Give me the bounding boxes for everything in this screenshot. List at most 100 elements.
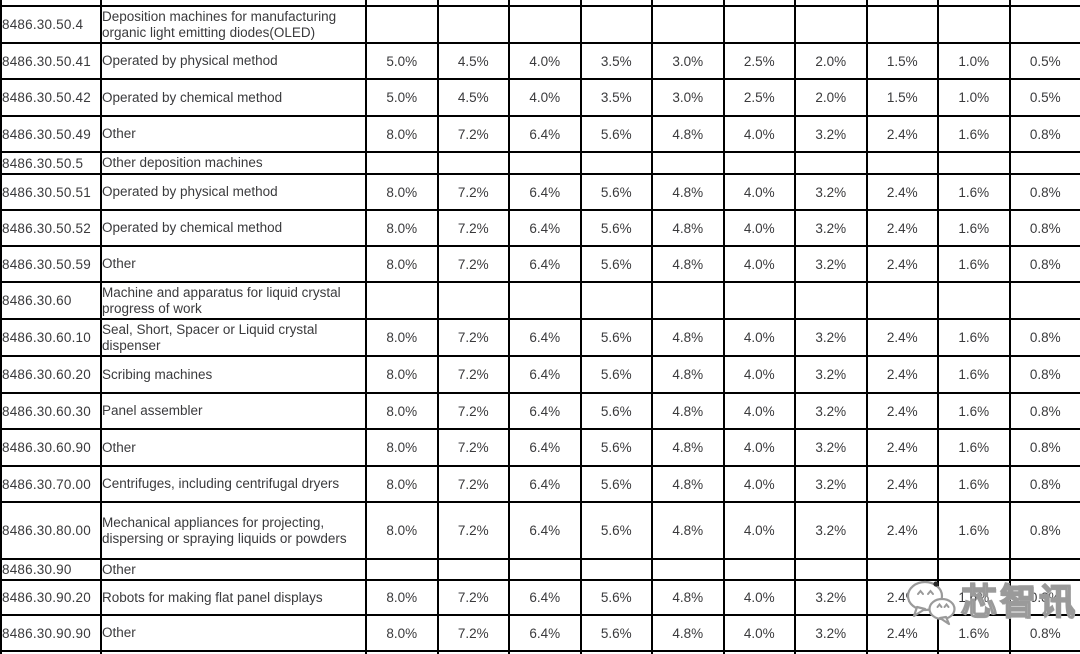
rate-cell: 2.4% (865, 501, 939, 560)
rate-cell: 8.0% (365, 614, 439, 652)
empty-cell (508, 0, 582, 7)
rate-cell: 5.0% (365, 42, 439, 80)
table-row: 8486.30.50.59 Other 8.0% 7.2% 6.4% 5.6% 4.8% 4.… (0, 245, 1080, 283)
description-cell: Other deposition machines (100, 151, 367, 175)
code-cell: 8486.30.90 (0, 558, 102, 581)
rate-cell: 3.2% (794, 428, 868, 467)
rate-cell: 8.0% (365, 318, 439, 357)
rate-cell (365, 151, 439, 175)
rate-cell: 3.5% (579, 42, 653, 80)
rate-cell: 6.4% (508, 115, 582, 153)
rate-cell: 1.6% (937, 392, 1011, 430)
table-row: 8486.30.50.49 Other 8.0% 7.2% 6.4% 5.6% 4.8% 4.… (0, 115, 1080, 153)
rate-cell: 8.0% (365, 173, 439, 211)
code-cell: 8486.30.90.20 (0, 579, 102, 616)
description-cell: Seal, Short, Spacer or Liquid crystal di… (100, 318, 367, 357)
rate-cell: 4.0% (722, 245, 796, 283)
rate-cell: 1.5% (865, 42, 939, 80)
rate-cell (508, 151, 582, 175)
rate-cell: 7.2% (436, 428, 510, 467)
rate-cell: 3.2% (794, 392, 868, 430)
rate-cell: 4.0% (722, 392, 796, 430)
description-cell: Panel assembler (100, 392, 367, 430)
rate-cell: 4.0% (722, 501, 796, 560)
empty-cell (365, 0, 439, 7)
rate-cell (937, 151, 1011, 175)
rate-cell: 2.4% (865, 318, 939, 357)
description-cell: Operated by physical method (100, 42, 367, 80)
code-cell: 8486.30.50.52 (0, 209, 102, 247)
rate-cell (436, 5, 510, 44)
rate-cell (365, 558, 439, 581)
rate-cell: 2.4% (865, 614, 939, 652)
rate-cell: 4.0% (722, 115, 796, 153)
code-cell: 8486.30.50.4 (0, 5, 102, 44)
empty-cell (794, 0, 868, 7)
empty-cell (865, 0, 939, 7)
rate-cell (365, 281, 439, 320)
rate-cell: 0.8% (1008, 173, 1080, 211)
rate-cell (865, 151, 939, 175)
empty-cell (579, 0, 653, 7)
table-row: 8486.30.60 Machine and apparatus for liqu… (0, 281, 1080, 320)
rate-cell: 6.4% (508, 579, 582, 616)
rate-cell (937, 281, 1011, 320)
code-cell: 8486.30.50.5 (0, 151, 102, 175)
rate-cell: 8.0% (365, 501, 439, 560)
rate-cell: 3.0% (651, 78, 725, 117)
rate-cell: 6.4% (508, 209, 582, 247)
rate-cell: 1.0% (937, 78, 1011, 117)
rate-cell (579, 151, 653, 175)
rate-cell: 3.0% (651, 42, 725, 80)
rate-cell: 4.0% (508, 42, 582, 80)
rate-cell: 5.6% (579, 614, 653, 652)
code-cell: 8486.30.60.30 (0, 392, 102, 430)
rate-cell: 7.2% (436, 209, 510, 247)
description-cell: Operated by physical method (100, 173, 367, 211)
rate-cell: 4.0% (722, 465, 796, 503)
rate-cell: 3.5% (579, 78, 653, 117)
description-cell: Other (100, 245, 367, 283)
rate-cell: 2.4% (865, 209, 939, 247)
rate-cell (508, 558, 582, 581)
rate-cell: 1.6% (937, 209, 1011, 247)
table-row: 8486.30.50.42 Operated by chemical method… (0, 78, 1080, 117)
cutoff-row-top (0, 0, 1080, 7)
rate-cell: 2.4% (865, 355, 939, 394)
rate-cell (865, 281, 939, 320)
rate-cell: 4.0% (722, 428, 796, 467)
rate-cell: 5.6% (579, 115, 653, 153)
description-cell: Deposition machines for manufacturing or… (100, 5, 367, 44)
rate-cell: 4.0% (722, 579, 796, 616)
code-cell: 8486.30.60 (0, 281, 102, 320)
rate-cell: 1.0% (937, 42, 1011, 80)
rate-cell: 8.0% (365, 465, 439, 503)
code-cell: 8486.30.50.41 (0, 42, 102, 80)
rate-cell: 8.0% (365, 209, 439, 247)
rate-cell: 6.4% (508, 501, 582, 560)
rate-cell (722, 281, 796, 320)
table-row: 8486.30.60.10 Seal, Short, Spacer or Liqu… (0, 318, 1080, 357)
code-cell: 8486.30.50.49 (0, 115, 102, 153)
rate-cell: 4.8% (651, 245, 725, 283)
rate-cell (1008, 151, 1080, 175)
rate-cell: 1.6% (937, 501, 1011, 560)
rate-cell: 1.6% (937, 579, 1011, 616)
rate-cell (508, 281, 582, 320)
rate-cell (579, 558, 653, 581)
rate-cell: 4.5% (436, 78, 510, 117)
rate-cell (1008, 5, 1080, 44)
rate-cell (722, 5, 796, 44)
rate-cell (722, 151, 796, 175)
rate-cell: 0.5% (1008, 78, 1080, 117)
description-cell: Centrifuges, including centrifugal dryer… (100, 465, 367, 503)
rate-cell (865, 558, 939, 581)
rate-cell (722, 558, 796, 581)
rate-cell: 1.5% (865, 78, 939, 117)
rate-cell: 7.2% (436, 465, 510, 503)
rate-cell: 4.0% (722, 209, 796, 247)
rate-cell: 5.6% (579, 579, 653, 616)
description-cell: Other (100, 558, 367, 581)
